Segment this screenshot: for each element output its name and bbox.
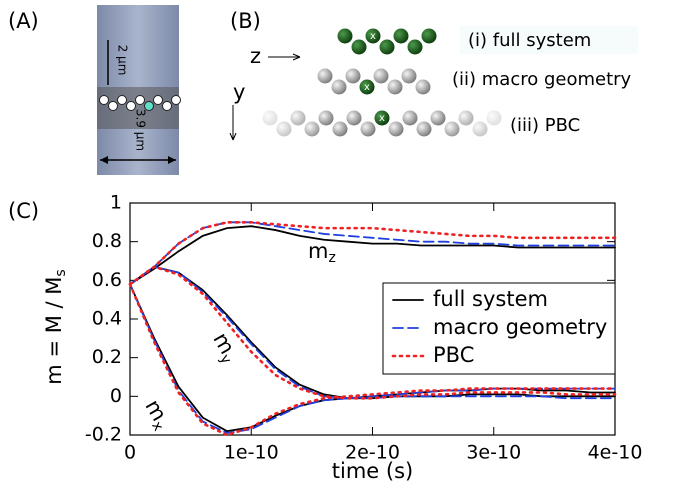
spin xyxy=(459,111,474,126)
spin xyxy=(361,122,376,137)
spin xyxy=(417,122,432,137)
spin xyxy=(416,80,431,95)
spin xyxy=(380,40,395,55)
scale-label: 2 µm xyxy=(116,45,130,76)
spin xyxy=(291,111,306,126)
curve-label-main: m xyxy=(308,239,328,263)
spin xyxy=(338,29,353,44)
spin xyxy=(109,102,118,111)
spin xyxy=(145,102,154,111)
spin xyxy=(154,96,163,105)
spin xyxy=(445,122,460,137)
item-label: (i) full system xyxy=(468,30,591,51)
spin xyxy=(332,80,347,95)
spin xyxy=(431,111,446,126)
scale-label: 3.9 µm xyxy=(134,109,148,151)
legend-label: full system xyxy=(433,287,548,311)
y-tick-label: 0 xyxy=(110,385,122,407)
spin xyxy=(487,111,502,126)
y-tick-label: 0.2 xyxy=(92,346,122,368)
y-tick-label: 1 xyxy=(110,192,122,214)
x-axis-label: time (s) xyxy=(332,459,413,483)
x-tick-label: 4e-10 xyxy=(588,442,643,464)
spin xyxy=(118,96,127,105)
legend-label: PBC xyxy=(433,343,474,367)
spin xyxy=(263,111,278,126)
spin xyxy=(347,111,362,126)
spin-marker: x xyxy=(379,113,385,124)
y-tick-label: 0.8 xyxy=(92,230,122,252)
y-tick-label: -0.2 xyxy=(85,424,122,446)
spin xyxy=(408,40,423,55)
y-axis-label-sub: s xyxy=(53,269,69,276)
spin xyxy=(163,102,172,111)
spin xyxy=(403,111,418,126)
y-tick-label: 0.4 xyxy=(92,308,122,330)
spin xyxy=(394,29,409,44)
x-tick-label: 3e-10 xyxy=(466,442,521,464)
spin xyxy=(318,69,333,84)
spin xyxy=(402,69,417,84)
spin-marker: x xyxy=(370,31,376,42)
item-label: (iii) PBC xyxy=(510,115,580,136)
spin xyxy=(388,80,403,95)
spin xyxy=(333,122,348,137)
spin xyxy=(346,69,361,84)
panel-label: (A) xyxy=(8,9,39,33)
spin xyxy=(389,122,404,137)
spin xyxy=(100,96,109,105)
axis-direction: y xyxy=(233,80,245,104)
panel-label: (C) xyxy=(8,199,39,223)
x-tick-label: 1e-10 xyxy=(224,442,279,464)
item-label: (ii) macro geometry xyxy=(452,69,632,90)
legend-label: macro geometry xyxy=(433,315,607,339)
x-tick-label: 0 xyxy=(124,442,136,464)
figure: (A) 2 µm 3.9 µm (B) z y x x x (i) full sys… xyxy=(0,0,675,490)
y-axis-label: m = M / Ms xyxy=(42,269,69,384)
spin xyxy=(277,122,292,137)
spin xyxy=(127,102,136,111)
spin xyxy=(136,96,145,105)
curve-label-sub: z xyxy=(328,250,335,266)
spin xyxy=(473,122,488,137)
spin xyxy=(319,111,334,126)
spin xyxy=(374,69,389,84)
y-tick-label: 0.6 xyxy=(92,269,122,291)
spin xyxy=(352,40,367,55)
spin xyxy=(172,96,181,105)
panel-label: (B) xyxy=(230,9,261,33)
spin-marker: x xyxy=(364,82,370,93)
spin xyxy=(422,29,437,44)
spin xyxy=(305,122,320,137)
y-axis-label-main: m = M / M xyxy=(42,277,66,385)
axis-direction: z xyxy=(250,44,261,68)
